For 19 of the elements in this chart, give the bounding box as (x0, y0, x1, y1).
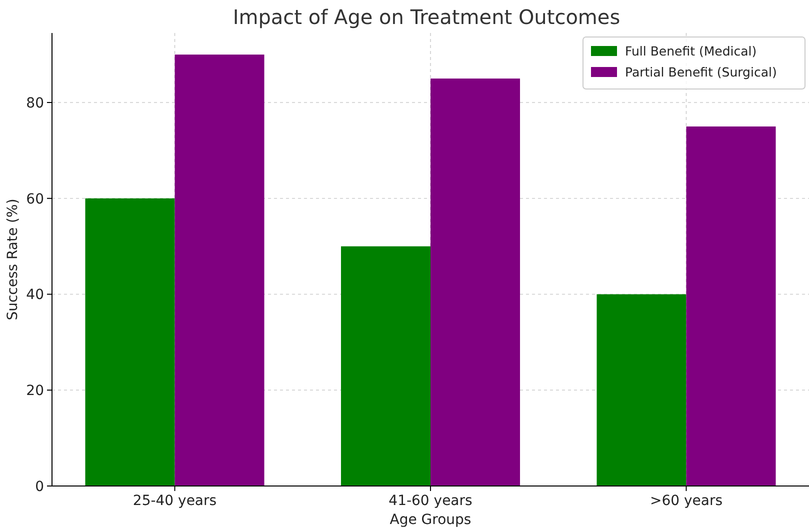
bar (686, 126, 776, 486)
legend-label: Full Benefit (Medical) (625, 43, 757, 58)
chart-title: Impact of Age on Treatment Outcomes (232, 5, 620, 29)
bar (174, 54, 264, 486)
bar (430, 78, 520, 486)
x-tick-label: >60 years (650, 493, 723, 509)
bar (596, 294, 686, 486)
y-tick-label: 60 (26, 191, 44, 208)
y-axis-title: Success Rate (%) (5, 198, 21, 320)
bar (340, 246, 430, 486)
bar (85, 198, 175, 486)
y-tick-label: 40 (26, 287, 44, 304)
x-axis-title: Age Groups (390, 512, 472, 528)
x-tick-label: 41-60 years (388, 493, 472, 509)
y-tick-label: 80 (26, 95, 44, 112)
y-tick-label: 0 (35, 478, 44, 495)
y-tick-label: 20 (26, 383, 44, 400)
legend-label: Partial Benefit (Surgical) (625, 64, 777, 80)
x-tick-label: 25-40 years (132, 493, 217, 509)
